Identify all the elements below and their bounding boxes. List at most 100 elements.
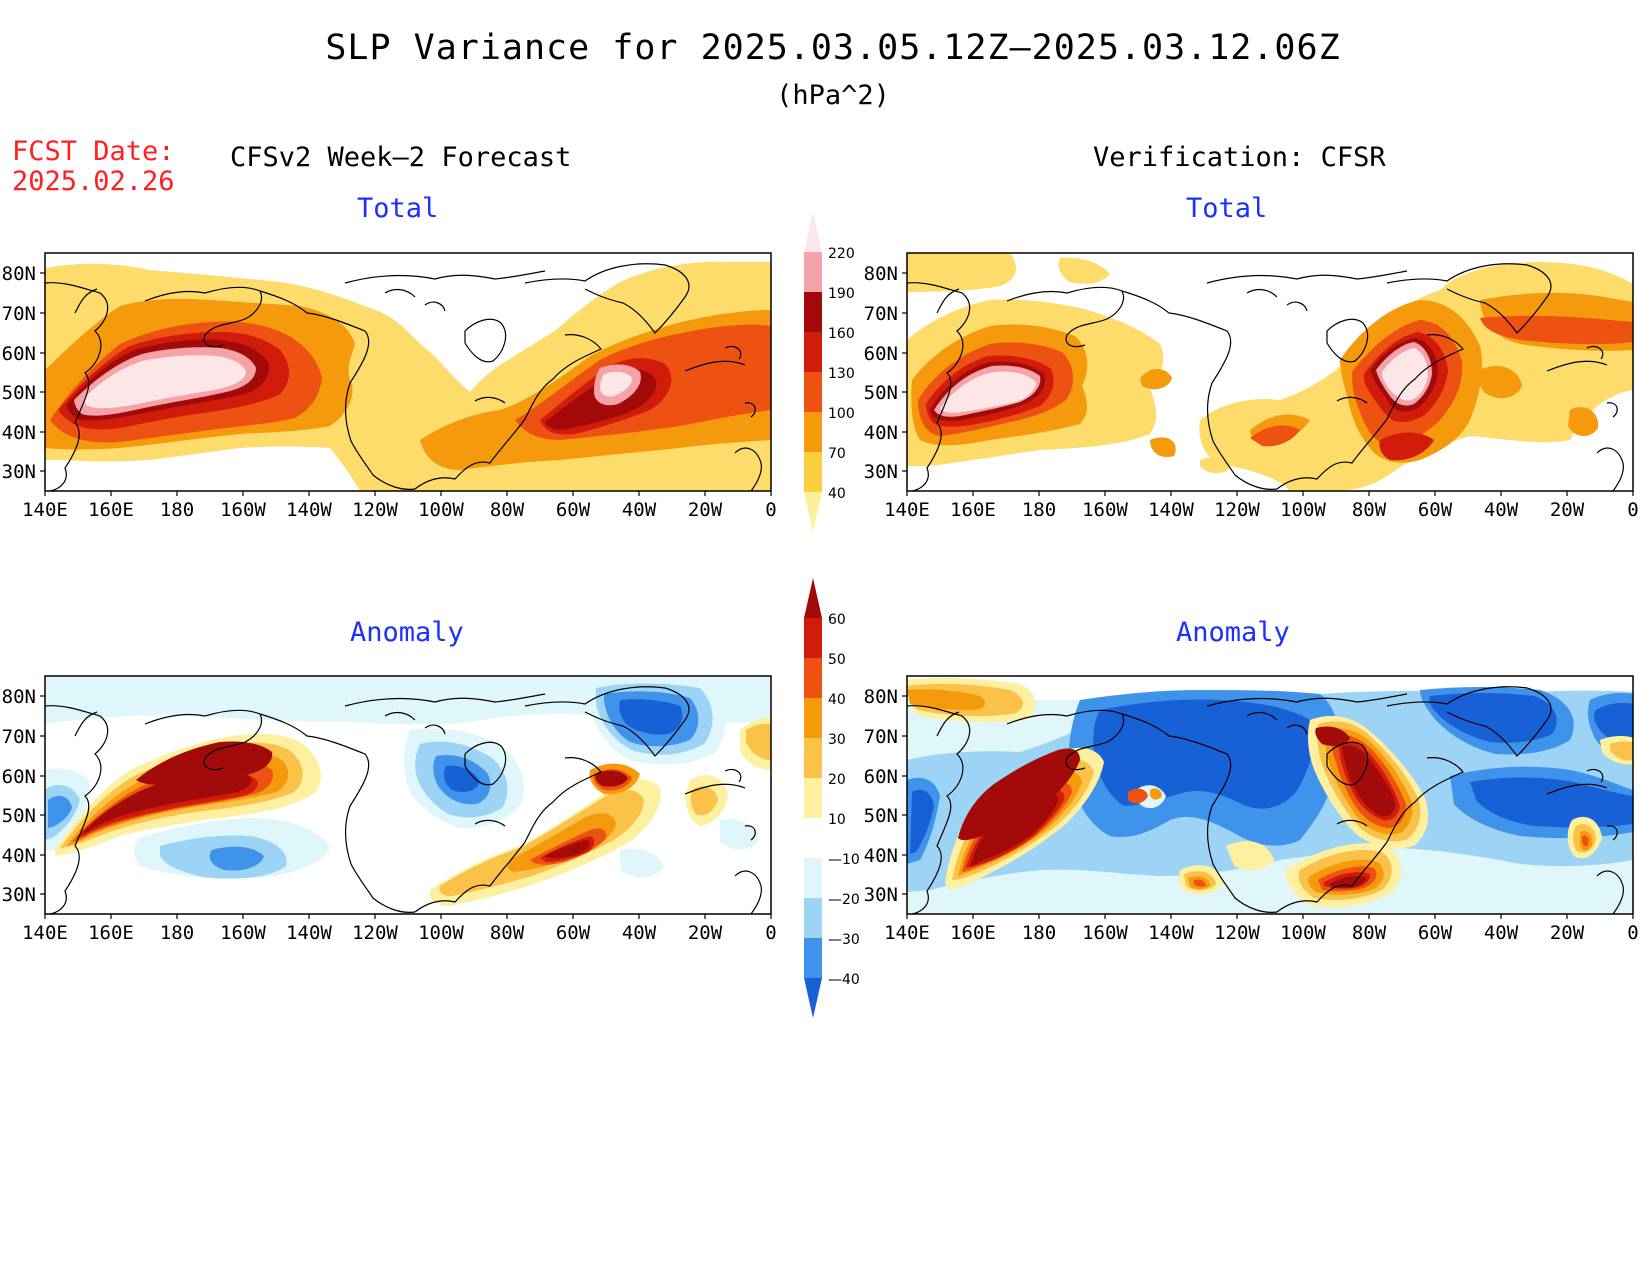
lon-tick-label: 160E	[950, 922, 996, 944]
lon-tick-label: 80W	[1352, 922, 1387, 944]
verification-anomaly-shading	[907, 677, 1633, 914]
lon-tick-label: 140W	[286, 922, 332, 944]
forecast-anomaly-shading	[45, 676, 771, 906]
lat-tick-label: 50N	[2, 382, 36, 404]
main-title: SLP Variance for 2025.03.05.12Z—2025.03.…	[325, 28, 1341, 68]
colorbar-segment	[804, 738, 822, 778]
lat-tick-label: 30N	[2, 461, 36, 483]
colorbar-segment	[804, 452, 822, 492]
colorbar-label: 30	[828, 732, 846, 748]
lat-tick-label: 30N	[864, 461, 898, 483]
lon-tick-label: 0	[1627, 499, 1638, 521]
axis-tick-labels: 140E 160E 180 160W 140W 120W 100W 80W 60W 40W 20W 0…	[2, 263, 1639, 944]
lon-tick-label: 60W	[1418, 922, 1453, 944]
colorbar-bottom-arrow	[804, 492, 822, 532]
verification-anomaly-map	[907, 676, 1633, 914]
lon-tick-label: 100W	[418, 499, 464, 521]
lon-tick-label: 180	[1022, 499, 1056, 521]
fcst-date-label: FCST Date:	[12, 136, 175, 167]
lon-tick-label: 100W	[1280, 922, 1326, 944]
forecast-total-frame	[44, 252, 772, 492]
colorbar-segment	[804, 938, 822, 978]
lon-tick-label: 80W	[490, 922, 525, 944]
lon-tick-label: 40W	[622, 922, 657, 944]
colorbar-segment	[804, 292, 822, 332]
colorbar-bottom-arrow	[804, 978, 822, 1018]
lon-tick-label: 60W	[556, 922, 591, 944]
colorbar-label: 100	[828, 406, 855, 422]
lat-tick-label: 70N	[2, 726, 36, 748]
lat-tick-label: 40N	[2, 845, 36, 867]
lon-tick-label: 160E	[88, 499, 134, 521]
colorbar-segment	[804, 412, 822, 452]
lon-tick-label: 160W	[1082, 922, 1128, 944]
lon-tick-label: 140E	[884, 922, 930, 944]
lon-tick-label: 160W	[1082, 499, 1128, 521]
panel-title-forecast-total: Total	[357, 193, 439, 224]
colorbar-anomaly: 60 50 40 30 20 10 —10 —20 —30 —40	[804, 578, 860, 1018]
forecast-anomaly-map	[45, 676, 771, 914]
colorbar-label: 160	[828, 326, 855, 342]
lon-tick-label: 180	[160, 499, 194, 521]
colorbar-segment	[804, 858, 822, 898]
colorbar-label: —10	[828, 852, 860, 868]
colorbar-label: 20	[828, 772, 846, 788]
colorbar-label: 220	[828, 246, 855, 262]
lon-tick-label: 0	[765, 922, 776, 944]
colorbar-segment	[804, 252, 822, 292]
fcst-date-value: 2025.02.26	[12, 166, 175, 197]
lat-tick-label: 50N	[2, 805, 36, 827]
forecast-total-map	[45, 253, 771, 491]
lat-tick-label: 40N	[2, 422, 36, 444]
colorbar-total: 220 190 160 130 100 70 40	[804, 212, 855, 532]
lat-tick-label: 70N	[2, 303, 36, 325]
colorbar-top-arrow	[804, 578, 822, 618]
lat-tick-label: 30N	[864, 884, 898, 906]
colorbar-label: 130	[828, 366, 855, 382]
lon-tick-label: 80W	[490, 499, 525, 521]
colorbar-label: 50	[828, 652, 846, 668]
lon-tick-label: 60W	[1418, 499, 1453, 521]
verification-total-shading	[907, 253, 1633, 491]
lat-tick-label: 50N	[864, 382, 898, 404]
lon-tick-label: 160E	[88, 922, 134, 944]
lat-tick-label: 70N	[864, 726, 898, 748]
forecast-anomaly-frame	[44, 675, 772, 915]
verification-total-frame	[906, 252, 1634, 492]
forecast-column-title: CFSv2 Week—2 Forecast	[230, 142, 572, 173]
lat-tick-label: 60N	[864, 766, 898, 788]
lon-tick-label: 20W	[688, 922, 723, 944]
lon-tick-label: 160W	[220, 499, 266, 521]
lon-tick-label: 180	[1022, 922, 1056, 944]
lon-tick-label: 40W	[1484, 922, 1519, 944]
forecast-total-shading	[45, 261, 771, 491]
lon-tick-label: 80W	[1352, 499, 1387, 521]
lat-tick-label: 80N	[2, 263, 36, 285]
colorbar-label: —30	[828, 932, 860, 948]
lat-tick-label: 70N	[864, 303, 898, 325]
lat-tick-label: 30N	[2, 884, 36, 906]
colorbar-segment	[804, 818, 822, 858]
colorbar-segment	[804, 332, 822, 372]
lon-tick-label: 40W	[622, 499, 657, 521]
lon-tick-label: 20W	[1550, 922, 1585, 944]
colorbar-label: —40	[828, 972, 860, 988]
lon-tick-label: 20W	[1550, 499, 1585, 521]
colorbar-segment	[804, 658, 822, 698]
lat-tick-label: 40N	[864, 422, 898, 444]
colorbar-segment	[804, 618, 822, 658]
panel-title-verification-total: Total	[1186, 193, 1268, 224]
panel-title-verification-anomaly: Anomaly	[1176, 617, 1290, 648]
colorbar-segment	[804, 372, 822, 412]
verification-total-map	[907, 253, 1633, 491]
colorbar-label: —20	[828, 892, 860, 908]
verification-column-title: Verification: CFSR	[1093, 142, 1386, 173]
lon-tick-label: 140W	[286, 499, 332, 521]
lon-tick-label: 160E	[950, 499, 996, 521]
verification-anomaly-frame	[906, 675, 1634, 915]
lon-tick-label: 120W	[1214, 499, 1260, 521]
lat-tick-label: 80N	[2, 686, 36, 708]
lon-tick-label: 40W	[1484, 499, 1519, 521]
lon-tick-label: 140W	[1148, 922, 1194, 944]
